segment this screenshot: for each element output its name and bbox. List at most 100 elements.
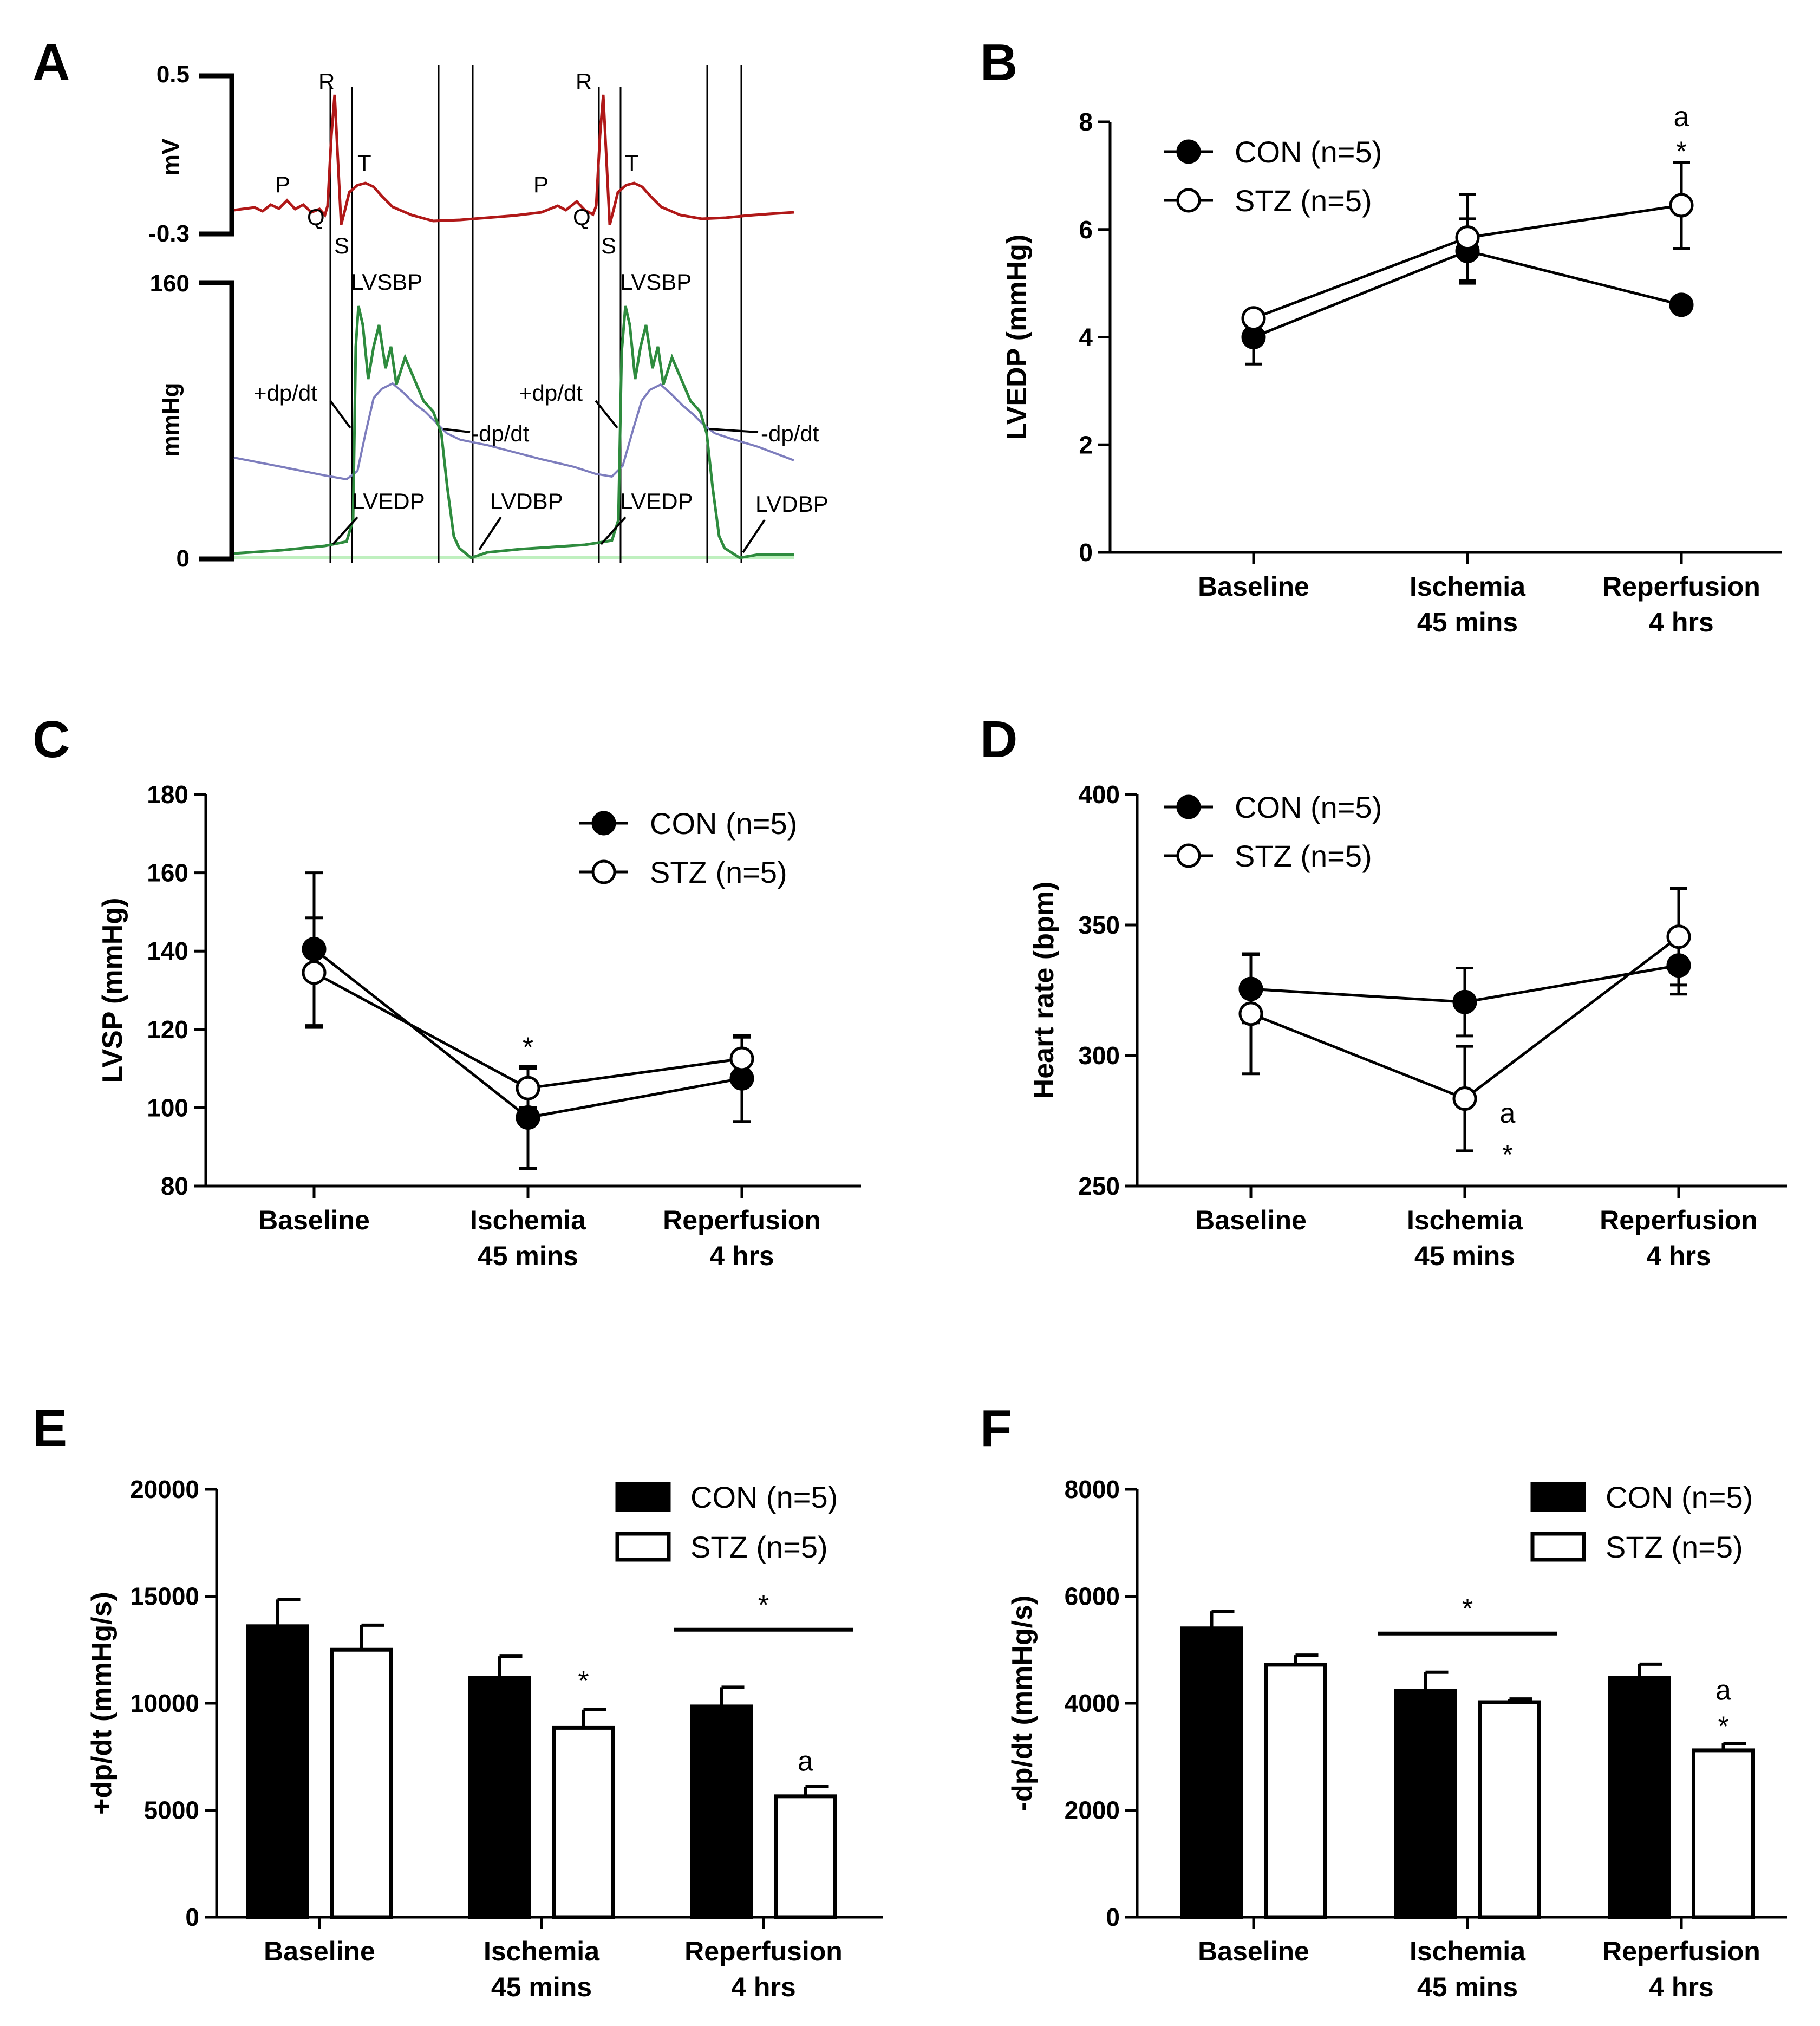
significance-marker: a: [1500, 1098, 1516, 1129]
data-point: [729, 1046, 754, 1071]
arrow-lvdbp: [478, 516, 502, 551]
y-tick-label: 180: [147, 780, 188, 809]
y-tick-label: 120: [147, 1015, 188, 1044]
panel-label-e: E: [32, 1399, 67, 1457]
data-point: [516, 1076, 540, 1100]
data-point: [1669, 292, 1694, 317]
data-point: [1669, 193, 1694, 218]
y-tick-label: 20000: [130, 1475, 199, 1503]
data-point: [302, 960, 327, 985]
x-category-label: 45 mins: [491, 1972, 592, 2002]
panel-f: F 0 2000 4000 6000 8000 -dp/dt (mmHg/s) Baseli…: [980, 1399, 1787, 2002]
x-category-label: Ischemia: [470, 1205, 586, 1235]
data-point: [1241, 306, 1266, 331]
legend-swatch: [615, 1532, 671, 1562]
y-tick-label: 10000: [130, 1689, 199, 1717]
x-category-label: Baseline: [1195, 1205, 1307, 1235]
x-category-label: 4 hrs: [709, 1241, 774, 1271]
arrow-lvedp: [600, 516, 627, 545]
y-tick-label: 8: [1079, 108, 1093, 136]
y-tick-label: 15000: [130, 1582, 199, 1611]
legend-label: CON (n=5): [1235, 135, 1382, 169]
bar: [1264, 1663, 1327, 1919]
y-tick-label: 4000: [1065, 1689, 1120, 1717]
y-tick-label: 6000: [1065, 1582, 1120, 1611]
x-category-label: 45 mins: [478, 1241, 578, 1271]
bar: [1394, 1689, 1457, 1919]
panel-label-f: F: [980, 1399, 1012, 1457]
y-tick-label: 0: [1106, 1903, 1120, 1931]
ecg-scale-bar: [199, 73, 234, 237]
panel-c: C 80 100 120 140 160 180 LVSP (mmHg) Baseline Is…: [32, 711, 861, 1271]
legend-label: STZ (n=5): [1606, 1530, 1743, 1564]
label-plus-dpdt: +dp/dt: [253, 380, 317, 406]
legend-label: STZ (n=5): [1235, 184, 1372, 218]
annotation-arrows: [329, 400, 766, 553]
label-lvdbp: LVDBP: [755, 491, 829, 517]
significance-marker: *: [1502, 1139, 1513, 1171]
label-lvedp: LVEDP: [620, 488, 693, 514]
legend-label: STZ (n=5): [650, 855, 787, 889]
bar: [246, 1624, 309, 1919]
y-tick-label: 2: [1079, 431, 1093, 459]
ecg-wave-t: T: [625, 150, 639, 175]
y-tick-label: 5000: [144, 1796, 199, 1825]
panel-e: E 0 5000 10000 15000 20000 +dp/dt (mmHg/s) Bas…: [32, 1399, 883, 2002]
dpdt-trace: [233, 382, 794, 481]
pressure-tick-top: 160: [150, 270, 190, 297]
panel-label-a: A: [32, 34, 70, 92]
x-category-label: 45 mins: [1417, 607, 1518, 637]
x-category-label: 45 mins: [1414, 1241, 1515, 1271]
x-category-label: Ischemia: [484, 1936, 600, 1966]
y-tick-label: 400: [1078, 780, 1120, 809]
x-category-label: 4 hrs: [1649, 607, 1714, 637]
x-category-label: Reperfusion: [1600, 1205, 1758, 1235]
legend-marker: [1176, 794, 1201, 819]
legend-label: CON (n=5): [1606, 1480, 1753, 1514]
ecg-wave-s: S: [334, 233, 349, 258]
significance-marker: *: [1676, 136, 1687, 168]
label-lvsbp: LVSBP: [351, 269, 422, 295]
y-tick-label: 2000: [1065, 1796, 1120, 1825]
significance-marker: *: [1462, 1593, 1473, 1625]
bar: [330, 1647, 393, 1919]
arrow-minus-dpdt: [709, 428, 759, 433]
arrow-lvdbp: [742, 519, 766, 553]
bar: [552, 1725, 615, 1919]
arrow-plus-dpdt: [595, 400, 618, 429]
y-axis-label: LVEDP (mmHg): [1001, 234, 1033, 440]
legend-marker: [591, 859, 616, 884]
bar: [468, 1676, 531, 1919]
y-tick-label: 6: [1079, 216, 1093, 244]
y-tick-label: 160: [147, 859, 188, 887]
ecg-wave-p: P: [533, 172, 549, 197]
ecg-wave-t: T: [357, 150, 371, 175]
x-category-label: Ischemia: [1407, 1205, 1523, 1235]
label-lvsbp: LVSBP: [620, 269, 692, 295]
x-category-label: Reperfusion: [1602, 571, 1760, 602]
arrow-lvedp: [332, 516, 358, 545]
label-lvdbp: LVDBP: [490, 488, 563, 514]
label-plus-dpdt: +dp/dt: [519, 380, 583, 406]
y-axis-label: +dp/dt (mmHg/s): [86, 1592, 118, 1815]
data-point: [1452, 989, 1477, 1014]
y-tick-label: 80: [161, 1172, 188, 1200]
panel-a: A 0.5 -0.3 mV 160 0 mmHg P: [32, 34, 829, 572]
legend-marker: [1176, 188, 1201, 213]
legend-marker: [1176, 843, 1201, 868]
label-minus-dpdt: -dp/dt: [471, 421, 530, 446]
significance-marker: a: [798, 1746, 813, 1777]
data-point: [1455, 225, 1480, 250]
ecg-wave-p: P: [275, 172, 290, 197]
legend-swatch: [615, 1482, 671, 1512]
legend-label: CON (n=5): [690, 1480, 838, 1514]
legend-marker: [1176, 139, 1201, 164]
bar: [1180, 1626, 1243, 1919]
significance-marker: *: [578, 1666, 589, 1697]
pressure-tick-bottom: 0: [177, 545, 190, 572]
x-category-label: Ischemia: [1410, 1936, 1526, 1966]
bar: [1692, 1748, 1755, 1919]
legend-label: STZ (n=5): [1235, 839, 1372, 873]
data-point: [1452, 1086, 1477, 1111]
x-category-label: Baseline: [1198, 1936, 1309, 1966]
